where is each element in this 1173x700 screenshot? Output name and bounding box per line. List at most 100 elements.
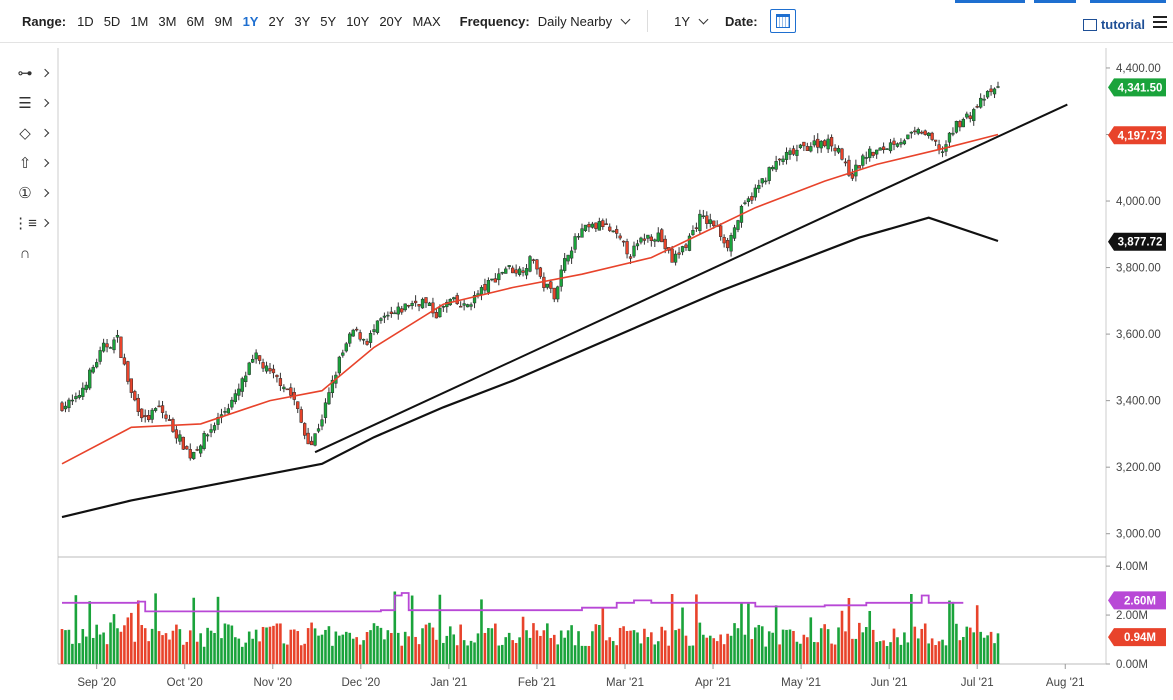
range-option-1d[interactable]: 1D bbox=[77, 13, 94, 29]
candle-body bbox=[327, 392, 331, 405]
volume-bar bbox=[826, 629, 830, 664]
volume-bar bbox=[542, 630, 546, 664]
volume-bar bbox=[982, 637, 986, 664]
candle-body bbox=[895, 143, 900, 147]
fibonacci-tool[interactable]: ⋮≡ bbox=[13, 208, 58, 238]
period-value[interactable]: 1Y bbox=[674, 13, 691, 29]
volume-y-tick-label: 4.00M bbox=[1116, 561, 1148, 573]
volume-bar bbox=[476, 633, 480, 664]
range-option-3y[interactable]: 3Y bbox=[294, 13, 311, 29]
candle-body bbox=[282, 386, 286, 390]
candle-body bbox=[389, 311, 393, 314]
range-label: Range: bbox=[22, 13, 67, 29]
range-option-5d[interactable]: 5D bbox=[103, 13, 121, 29]
candle-body bbox=[299, 409, 303, 423]
volume-bar bbox=[993, 643, 996, 664]
candle-body bbox=[881, 146, 886, 151]
volume-bar bbox=[71, 643, 74, 664]
volume-bar bbox=[570, 625, 573, 664]
y-tick-label: 4,400.00 bbox=[1116, 63, 1161, 75]
volume-bar bbox=[202, 646, 206, 664]
volume-bar bbox=[355, 637, 358, 664]
candle-body bbox=[101, 342, 106, 352]
range-option-max[interactable]: MAX bbox=[412, 13, 441, 29]
candle-body bbox=[857, 165, 861, 169]
drawing-tools: ⊶ ☰ ◇ ⇧ ① ⋮≡ ∩ bbox=[13, 58, 58, 268]
x-tick-label: May '21 bbox=[781, 677, 821, 689]
candle-body bbox=[992, 88, 997, 95]
candle-body bbox=[63, 405, 68, 410]
volume-bar bbox=[552, 634, 556, 664]
candle-body bbox=[989, 88, 993, 93]
y-tick-label: 4,000.00 bbox=[1116, 196, 1161, 208]
volume-bar bbox=[424, 624, 428, 664]
range-option-6m[interactable]: 6M bbox=[186, 13, 205, 29]
volume-ma-line bbox=[62, 592, 964, 613]
candle-body bbox=[888, 142, 893, 152]
candle-body bbox=[961, 119, 965, 128]
tutorial-link[interactable]: tutorial bbox=[1082, 17, 1145, 32]
candle-body bbox=[493, 278, 497, 283]
volume-bar bbox=[78, 643, 81, 664]
range-option-9m[interactable]: 9M bbox=[214, 13, 233, 29]
hamburger-menu-icon[interactable] bbox=[1153, 16, 1167, 31]
range-option-5y[interactable]: 5Y bbox=[320, 13, 337, 29]
x-tick-label: Oct '20 bbox=[167, 677, 203, 689]
candle-body bbox=[209, 429, 213, 433]
candle-body bbox=[427, 302, 432, 307]
candle-body bbox=[230, 399, 234, 408]
candle-body bbox=[309, 440, 314, 446]
candle-body bbox=[185, 446, 189, 450]
candle-body bbox=[237, 388, 241, 396]
range-option-1y[interactable]: 1Y bbox=[242, 13, 259, 29]
volume-bar bbox=[338, 635, 341, 664]
shape-tool[interactable]: ◇ bbox=[14, 118, 58, 148]
draw-list-tool[interactable]: ☰ bbox=[14, 88, 58, 118]
range-option-10y[interactable]: 10Y bbox=[346, 13, 370, 29]
volume-bar bbox=[455, 645, 459, 664]
candle-body bbox=[708, 219, 712, 224]
frequency-selector[interactable]: Frequency: Daily Nearby bbox=[460, 14, 638, 29]
candle-body bbox=[954, 120, 959, 133]
arrow-tool[interactable]: ⇧ bbox=[14, 148, 58, 178]
volume-bar bbox=[955, 623, 958, 664]
candle-body bbox=[504, 268, 508, 274]
volume-bar bbox=[130, 612, 133, 664]
volume-bar bbox=[102, 632, 105, 664]
candle-body bbox=[729, 235, 733, 252]
magnet-tool[interactable]: ∩ bbox=[14, 238, 58, 268]
volume-bar bbox=[442, 642, 445, 664]
range-option-20y[interactable]: 20Y bbox=[379, 13, 403, 29]
frequency-label: Frequency: bbox=[459, 13, 530, 29]
period-selector[interactable]: 1Y bbox=[672, 14, 715, 29]
candle-body bbox=[351, 329, 355, 337]
candle-body bbox=[725, 240, 730, 249]
volume-bar bbox=[192, 597, 196, 664]
calendar-button[interactable] bbox=[769, 9, 796, 33]
range-option-2y[interactable]: 2Y bbox=[268, 13, 285, 29]
volume-bar bbox=[331, 645, 334, 664]
range-option-1m[interactable]: 1M bbox=[130, 13, 149, 29]
x-tick-label: Aug '21 bbox=[1046, 677, 1085, 689]
volume-bar bbox=[851, 638, 854, 664]
volume-bar bbox=[615, 645, 618, 664]
volume-bar bbox=[604, 640, 608, 664]
range-option-3m[interactable]: 3M bbox=[158, 13, 177, 29]
x-tick-label: Sep '20 bbox=[77, 677, 116, 689]
volume-bar bbox=[237, 638, 241, 664]
candle-body bbox=[538, 267, 543, 277]
candle-body bbox=[355, 328, 359, 331]
volume-bar bbox=[618, 627, 622, 664]
candle-body bbox=[590, 223, 595, 228]
candle-body bbox=[871, 151, 875, 156]
number-tool[interactable]: ① bbox=[14, 178, 58, 208]
crosshair-tool[interactable]: ⊶ bbox=[14, 58, 58, 88]
candle-body bbox=[233, 393, 237, 402]
candle-body bbox=[413, 300, 418, 304]
candle-body bbox=[372, 329, 376, 332]
candle-body bbox=[732, 227, 737, 239]
volume-bar bbox=[819, 628, 823, 664]
candle-body bbox=[795, 149, 799, 156]
frequency-value[interactable]: Daily Nearby bbox=[537, 13, 613, 29]
